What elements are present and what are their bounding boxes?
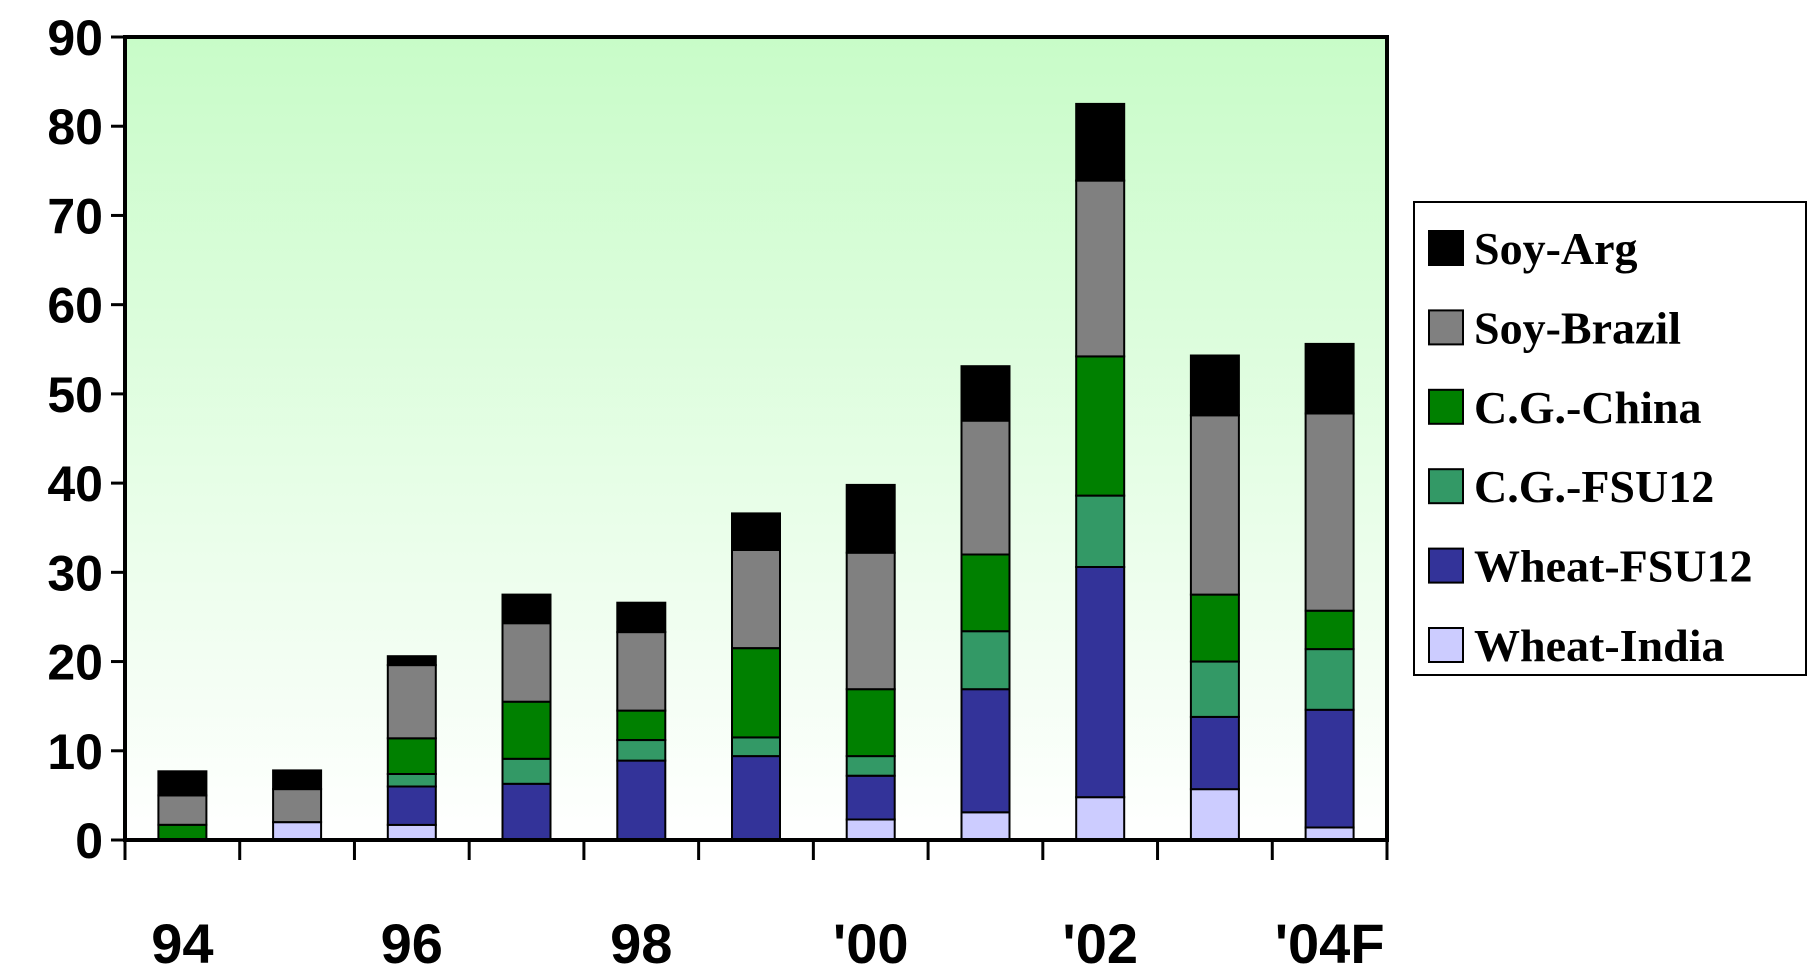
- legend-label-soy-arg: Soy-Arg: [1474, 223, 1638, 274]
- legend-swatch-wheat-india: [1428, 627, 1464, 663]
- bar-segment-c-g-fsu12-98: [616, 739, 667, 762]
- legend-label-wheat-india: Wheat-India: [1474, 620, 1724, 671]
- legend-swatch-wheat-fsu12: [1428, 547, 1464, 584]
- bar-segment-c-g-fsu12-04F: [1304, 648, 1355, 711]
- bar-segment-soy-arg-00: [845, 483, 896, 554]
- y-tick-label: 70: [47, 188, 103, 244]
- y-tick-label: 40: [47, 456, 103, 512]
- legend-swatch-soy-arg: [1428, 230, 1464, 266]
- legend-swatch-c-g-china: [1428, 388, 1464, 425]
- legend-swatch-c-g-fsu12: [1428, 468, 1464, 505]
- bar-segment-soy-brazil-01: [960, 419, 1011, 556]
- bar-segment-wheat-india-96: [386, 823, 437, 841]
- bar-segment-c-g-china-02: [1075, 355, 1126, 497]
- y-tick-label: 80: [47, 99, 103, 155]
- bar-segment-soy-arg-95: [272, 769, 323, 791]
- bar-segment-wheat-fsu12-04F: [1304, 708, 1355, 829]
- y-axis: 0 10 20 30 40 50 60 70 80 90: [47, 10, 125, 869]
- bar-segment-wheat-india-01: [960, 811, 1011, 841]
- x-axis: 94 96 98 '00 '02 '04F: [123, 840, 1389, 968]
- bar-segment-c-g-fsu12-01: [960, 630, 1011, 691]
- y-tick-label: 10: [47, 724, 103, 780]
- bar-segment-soy-brazil-02: [1075, 179, 1126, 358]
- bar-segment-c-g-china-01: [960, 553, 1011, 633]
- y-tick-label: 20: [47, 635, 103, 691]
- y-tick-label: 0: [75, 813, 103, 869]
- bar-segment-soy-arg-98: [616, 601, 667, 634]
- bar-segment-wheat-fsu12-96: [386, 785, 437, 826]
- bar-segment-c-g-fsu12-96: [386, 773, 437, 788]
- bar-segment-c-g-fsu12-99: [731, 736, 781, 758]
- bar-segment-c-g-china-94: [157, 823, 208, 841]
- bar-segment-wheat-fsu12-98: [616, 759, 667, 841]
- bars-group: [157, 102, 1355, 842]
- bar-segment-soy-brazil-00: [845, 551, 896, 691]
- legend: Soy-Arg Soy-Brazil C.G.-China C.G.-FSU12 Whe…: [1413, 201, 1807, 676]
- bar-segment-c-g-china-96: [386, 737, 437, 775]
- bar-segment-soy-brazil-96: [386, 664, 437, 740]
- bar-segment-c-g-china-03: [1189, 593, 1240, 663]
- x-tick-label: 98: [610, 912, 672, 968]
- bar-segment-c-g-fsu12-02: [1075, 494, 1126, 569]
- bar-segment-soy-arg-04F: [1304, 342, 1355, 415]
- plot-frame: [123, 35, 1389, 842]
- bar-segment-c-g-fsu12-00: [845, 755, 896, 777]
- y-tick-label: 50: [47, 367, 103, 423]
- bar-segment-soy-arg-94: [157, 770, 208, 797]
- bar-segment-wheat-fsu12-97: [501, 782, 552, 841]
- bar-segment-wheat-india-02: [1075, 796, 1126, 842]
- bar-segment-soy-brazil-98: [616, 631, 667, 712]
- x-tick-label: 96: [381, 912, 443, 968]
- y-tick-label: 60: [47, 278, 103, 334]
- bar-segment-wheat-india-00: [845, 818, 896, 841]
- bar-segment-c-g-fsu12-97: [501, 757, 552, 785]
- bar-segment-c-g-china-97: [501, 700, 552, 760]
- bar-segment-wheat-fsu12-99: [731, 755, 781, 841]
- bar-segment-wheat-fsu12-03: [1189, 715, 1240, 791]
- x-tick-label: 94: [151, 912, 213, 968]
- bar-segment-soy-brazil-97: [501, 622, 552, 703]
- x-tick-label: '02: [1062, 912, 1138, 968]
- bar-segment-c-g-fsu12-03: [1189, 660, 1240, 718]
- bar-segment-soy-brazil-95: [272, 788, 323, 824]
- bar-segment-soy-arg-01: [960, 365, 1011, 422]
- bar-segment-c-g-china-99: [731, 647, 781, 739]
- legend-box: [1413, 201, 1807, 676]
- bar-segment-c-g-china-98: [616, 709, 667, 741]
- bar-segment-c-g-china-00: [845, 688, 896, 758]
- bar-segment-soy-arg-96: [386, 655, 437, 667]
- y-tick-label: 90: [47, 10, 103, 66]
- bar-segment-soy-arg-03: [1189, 354, 1240, 417]
- legend-label-soy-brazil: Soy-Brazil: [1474, 302, 1681, 353]
- legend-label-c-g-china: C.G.-China: [1474, 382, 1701, 433]
- bar-segment-wheat-fsu12-01: [960, 688, 1011, 814]
- bar-segment-soy-brazil-03: [1189, 414, 1240, 596]
- y-tick-label: 30: [47, 545, 103, 601]
- legend-swatch-soy-brazil: [1428, 309, 1464, 346]
- bar-segment-soy-arg-97: [501, 593, 552, 625]
- bar-segment-soy-arg-99: [731, 512, 781, 552]
- bar-segment-soy-brazil-04F: [1304, 412, 1355, 612]
- bar-segment-wheat-india-03: [1189, 788, 1240, 841]
- bar-segment-wheat-fsu12-02: [1075, 566, 1126, 799]
- bar-segment-wheat-fsu12-00: [845, 774, 896, 821]
- bar-segment-soy-brazil-94: [157, 794, 208, 826]
- legend-label-wheat-fsu12: Wheat-FSU12: [1474, 541, 1753, 592]
- bar-segment-c-g-china-04F: [1304, 609, 1355, 651]
- bar-segment-soy-brazil-99: [731, 549, 781, 650]
- bar-segment-soy-arg-02: [1075, 102, 1126, 182]
- x-tick-label: '00: [833, 912, 909, 968]
- bar-segment-wheat-india-95: [272, 821, 323, 842]
- legend-label-c-g-fsu12: C.G.-FSU12: [1474, 461, 1714, 512]
- x-tick-label: '04F: [1275, 912, 1385, 968]
